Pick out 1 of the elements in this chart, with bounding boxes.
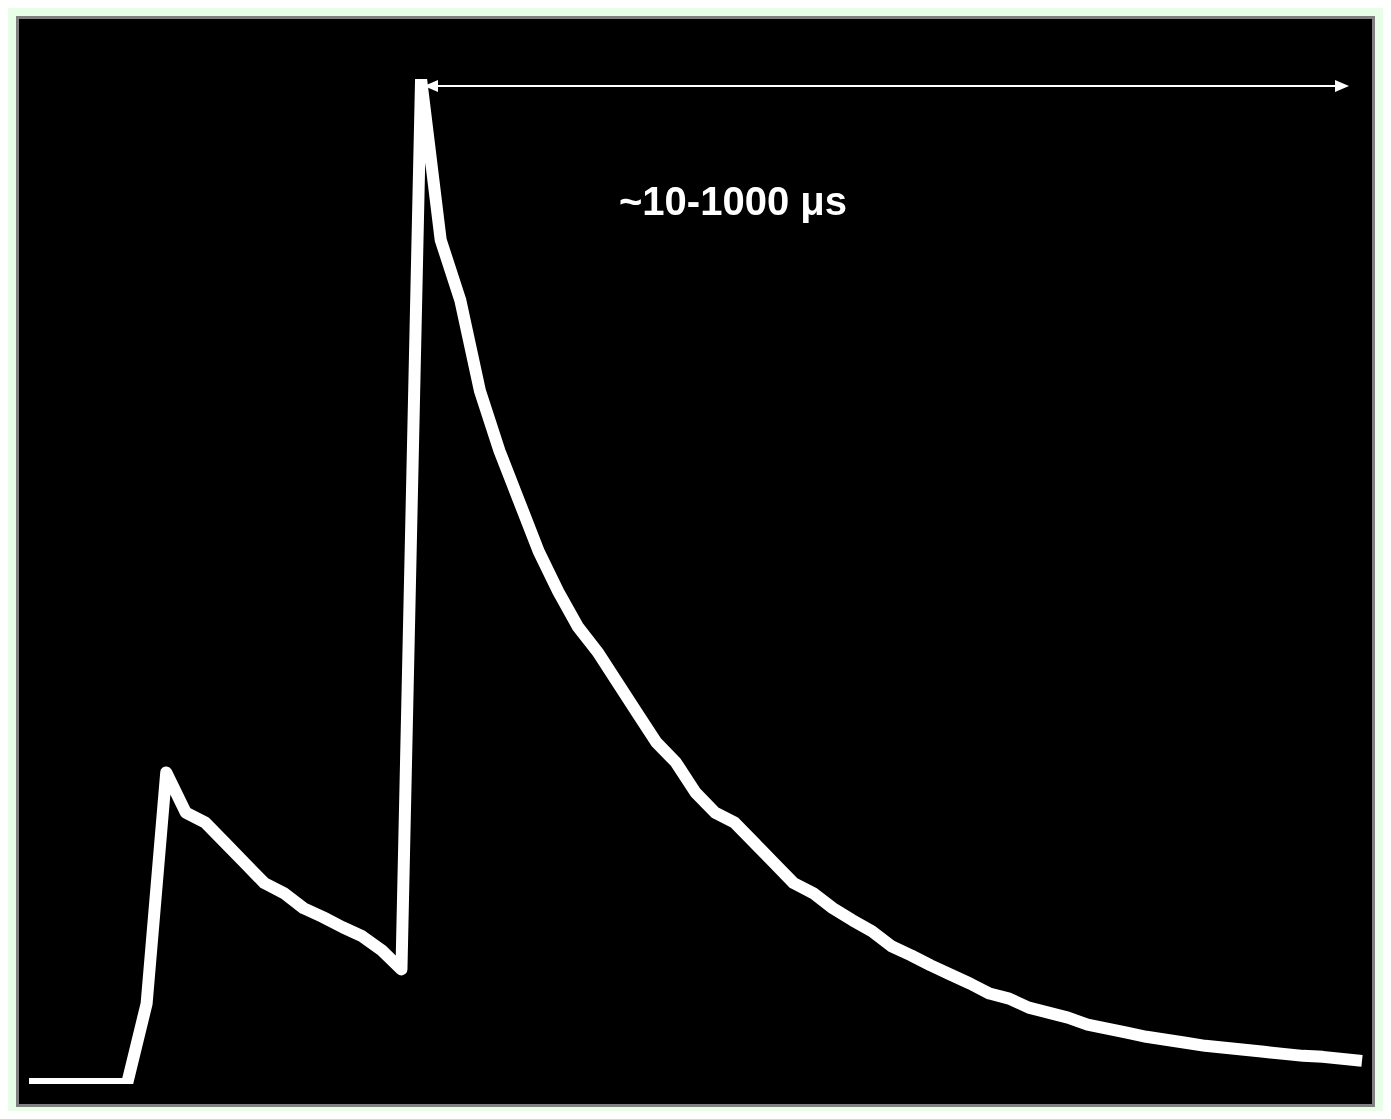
annotation: ~10-1000 μs [619,179,847,224]
